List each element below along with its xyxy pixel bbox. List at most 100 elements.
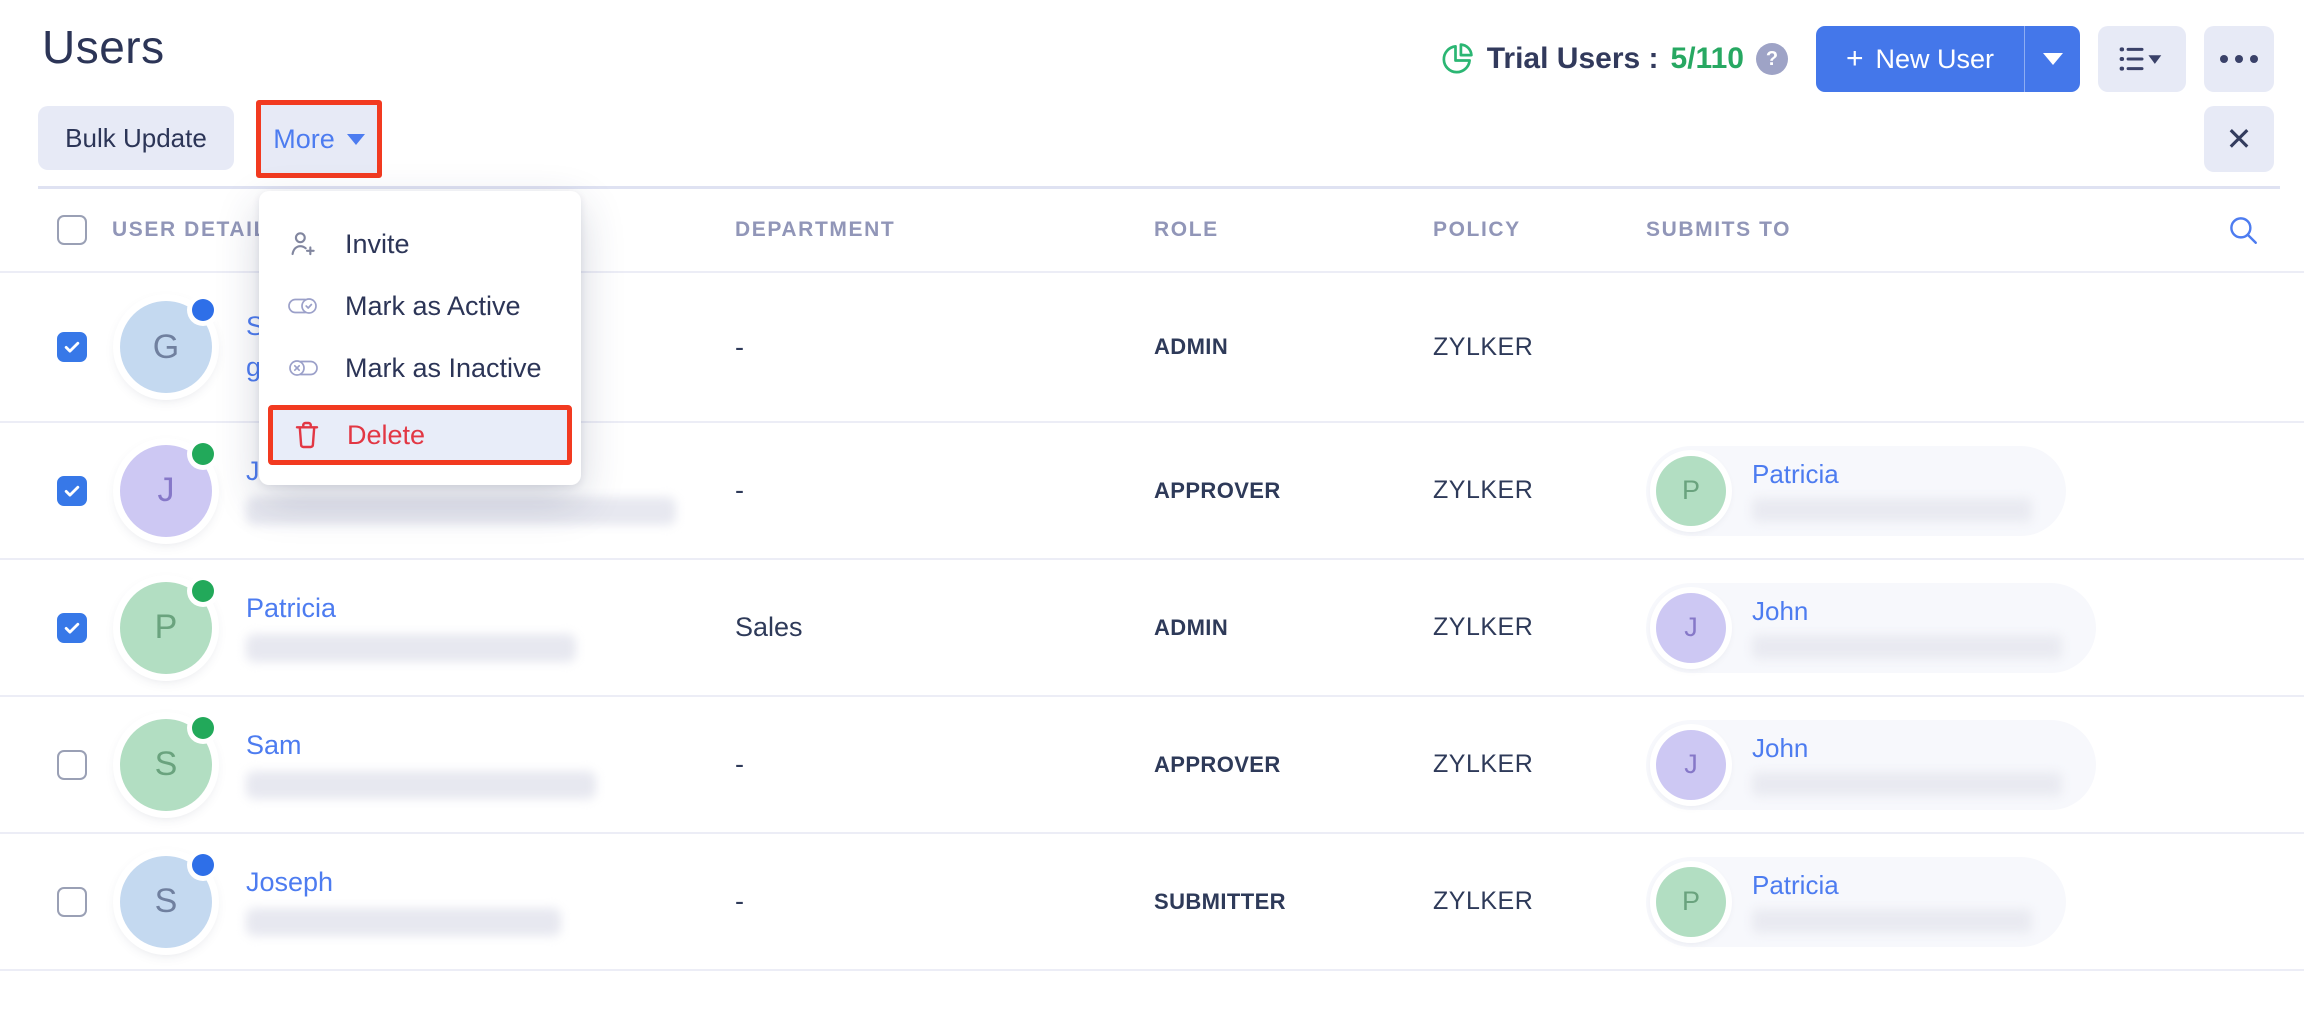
blurred-email xyxy=(1752,635,2062,659)
status-dot xyxy=(192,579,214,602)
close-icon: ✕ xyxy=(2225,121,2253,157)
submits-to-name-link[interactable]: Patricia xyxy=(1752,459,1839,489)
status-dot xyxy=(192,299,214,321)
department-cell: Sales xyxy=(735,612,803,642)
invite-person-icon xyxy=(291,232,315,256)
close-selection-button[interactable]: ✕ xyxy=(2204,106,2274,172)
column-header-department: DEPARTMENT xyxy=(735,218,896,241)
menu-item-invite[interactable]: Invite xyxy=(259,213,581,275)
avatar: P xyxy=(1656,866,1726,937)
submits-to-cell: J John xyxy=(1646,719,2304,810)
plus-icon: + xyxy=(1845,42,1864,75)
users-table: USER DETAILS DEPARTMENT ROLE POLICY SUBM… xyxy=(0,189,2304,971)
policy-cell: ZYLKER xyxy=(1433,332,1534,361)
policy-cell: ZYLKER xyxy=(1433,613,1534,641)
avatar: G xyxy=(120,299,214,393)
policy-cell: ZYLKER xyxy=(1433,887,1534,915)
avatar: S xyxy=(120,853,214,948)
submits-to-cell: P Patricia xyxy=(1646,856,2304,947)
user-name-link[interactable]: Sam xyxy=(246,730,302,760)
row-checkbox[interactable] xyxy=(57,612,87,643)
blurred-email xyxy=(1752,498,2032,522)
help-icon[interactable]: ? xyxy=(1755,43,1788,75)
search-button[interactable] xyxy=(2226,213,2260,247)
check-icon xyxy=(64,622,80,634)
policy-cell: ZYLKER xyxy=(1433,476,1534,504)
pie-chart-icon xyxy=(1439,41,1475,77)
blurred-email xyxy=(1752,909,2032,933)
submits-to-cell: J John xyxy=(1646,582,2304,673)
avatar: P xyxy=(1656,455,1726,526)
check-icon xyxy=(64,485,80,497)
department-cell: - xyxy=(735,886,744,916)
department-cell: - xyxy=(735,331,744,362)
avatar: J xyxy=(120,442,214,537)
ellipsis-icon xyxy=(2220,55,2258,63)
top-right-actions: Trial Users : 5/110 ? + New User xyxy=(1439,26,2274,92)
status-dot xyxy=(192,853,214,876)
submits-to-name-link[interactable]: Patricia xyxy=(1752,870,1839,900)
more-options-button[interactable] xyxy=(2204,26,2274,92)
bulk-actions-toolbar: Bulk Update More xyxy=(38,100,382,178)
more-button[interactable]: More xyxy=(261,105,377,173)
list-view-button[interactable] xyxy=(2098,26,2186,92)
blurred-email xyxy=(246,908,561,936)
menu-item-label: Invite xyxy=(345,228,410,259)
submits-to-name-link[interactable]: John xyxy=(1752,733,1809,763)
user-name-link[interactable]: Joseph xyxy=(246,867,334,897)
menu-item-label: Delete xyxy=(347,419,426,450)
table-row: J Jo - APPROVER ZYLKER P Patricia xyxy=(0,423,2304,560)
trial-users-counter: Trial Users : 5/110 ? xyxy=(1439,41,1788,77)
chevron-down-icon xyxy=(346,133,365,145)
submits-to-cell: P Patricia xyxy=(1646,445,2304,536)
new-user-split-button: + New User xyxy=(1815,26,2080,92)
menu-item-label: Mark as Inactive xyxy=(345,352,542,383)
toolbar-divider xyxy=(38,186,2280,189)
role-cell: APPROVER xyxy=(1154,477,1281,503)
row-checkbox[interactable] xyxy=(57,475,87,506)
chevron-down-icon xyxy=(2042,53,2063,65)
avatar: J xyxy=(1656,729,1726,800)
menu-item-mark-as-active[interactable]: Mark as Active xyxy=(259,275,581,337)
menu-item-mark-as-inactive[interactable]: Mark as Inactive xyxy=(259,337,581,399)
select-all-checkbox[interactable] xyxy=(57,215,87,245)
blurred-email xyxy=(1752,772,2062,796)
bulk-update-button[interactable]: Bulk Update xyxy=(38,106,234,170)
more-button-annotation: More xyxy=(256,100,382,178)
user-name-link[interactable]: Patricia xyxy=(246,593,337,623)
menu-item-delete[interactable]: Delete xyxy=(268,405,572,465)
column-header-submits-to: SUBMITS TO xyxy=(1646,218,1792,241)
list-view-icon xyxy=(2119,47,2162,71)
row-checkbox[interactable] xyxy=(57,332,87,362)
role-cell: ADMIN xyxy=(1154,614,1229,640)
check-icon xyxy=(64,341,80,353)
blurred-email xyxy=(246,771,596,799)
submits-to-name-link[interactable]: John xyxy=(1752,596,1809,626)
menu-item-label: Mark as Active xyxy=(345,290,521,321)
more-button-label: More xyxy=(273,123,335,154)
more-dropdown-menu: Invite Mark as Active Mark as Inactive xyxy=(259,191,581,485)
trial-users-count: 5/110 xyxy=(1670,42,1744,75)
status-dot xyxy=(192,716,214,739)
role-cell: APPROVER xyxy=(1154,751,1281,777)
department-cell: - xyxy=(735,475,744,505)
table-row: S Joseph - SUBMITTER ZYLKER P Patricia xyxy=(0,834,2304,971)
column-header-policy: POLICY xyxy=(1433,218,1521,241)
new-user-button[interactable]: + New User xyxy=(1816,26,2024,92)
table-row: S Sam - APPROVER ZYLKER J John xyxy=(0,697,2304,834)
row-checkbox[interactable] xyxy=(57,886,87,917)
blurred-email xyxy=(246,634,576,662)
avatar: S xyxy=(120,716,214,811)
page-title: Users xyxy=(42,21,165,73)
toggle-check-icon xyxy=(288,298,317,314)
avatar: P xyxy=(120,579,214,674)
table-header-row: USER DETAILS DEPARTMENT ROLE POLICY SUBM… xyxy=(0,189,2304,273)
trash-icon xyxy=(295,421,319,449)
new-user-dropdown-button[interactable] xyxy=(2024,26,2080,92)
search-icon xyxy=(2230,217,2257,244)
trial-users-label: Trial Users : xyxy=(1486,42,1659,75)
role-cell: SUBMITTER xyxy=(1154,888,1286,914)
toggle-x-icon xyxy=(289,360,318,376)
row-checkbox[interactable] xyxy=(57,749,87,780)
policy-cell: ZYLKER xyxy=(1433,750,1534,778)
